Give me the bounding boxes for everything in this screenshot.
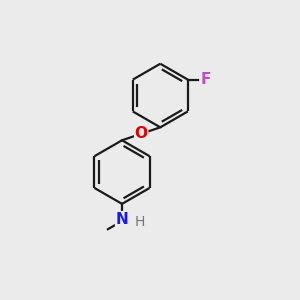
Text: H: H (134, 214, 145, 229)
Text: O: O (135, 126, 148, 141)
Text: F: F (200, 72, 211, 87)
Text: N: N (116, 212, 128, 227)
